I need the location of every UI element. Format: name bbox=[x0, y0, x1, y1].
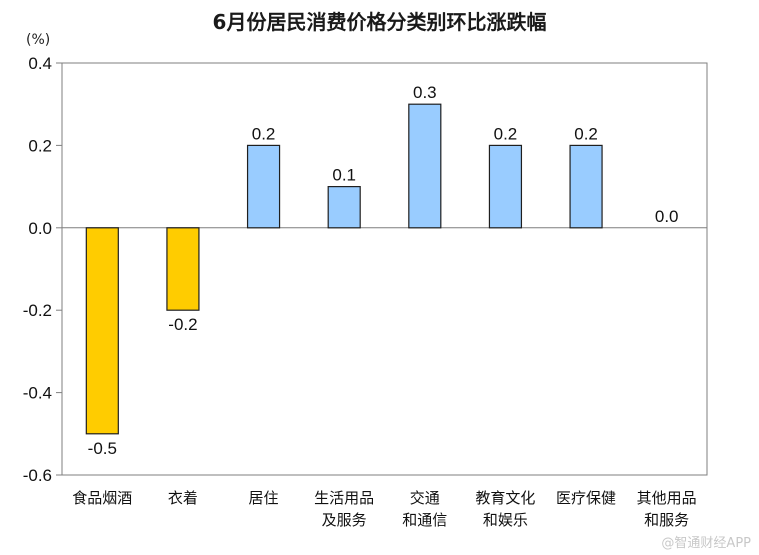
x-category-label: 和服务 bbox=[644, 511, 689, 529]
y-tick-label: -0.6 bbox=[23, 466, 52, 485]
data-label: 0.3 bbox=[413, 83, 437, 102]
bar bbox=[408, 103, 442, 229]
bar bbox=[166, 227, 200, 311]
watermark: @智通财经APP bbox=[661, 536, 751, 551]
x-category-label: 其他用品 bbox=[637, 489, 697, 507]
data-label: 0.2 bbox=[252, 124, 276, 143]
x-category-label: 和娱乐 bbox=[483, 511, 528, 529]
x-category-label: 居住 bbox=[249, 489, 279, 507]
y-tick-label: -0.2 bbox=[23, 301, 52, 320]
y-unit-label: (%) bbox=[26, 32, 51, 48]
y-tick-label: -0.4 bbox=[23, 384, 52, 403]
x-category-label: 及服务 bbox=[322, 511, 367, 529]
x-category-label: 衣着 bbox=[168, 489, 198, 507]
data-label: -0.2 bbox=[168, 315, 197, 334]
x-category-label: 生活用品 bbox=[314, 489, 374, 507]
bar bbox=[569, 144, 603, 229]
data-label: 0.0 bbox=[655, 207, 679, 226]
x-category-label: 教育文化 bbox=[475, 489, 535, 507]
data-label: 0.2 bbox=[494, 124, 518, 143]
y-tick-label: 0.2 bbox=[28, 136, 52, 155]
bar bbox=[246, 144, 281, 229]
chart-title: 6月份居民消费价格分类别环比涨跌幅 bbox=[212, 10, 547, 34]
plot-area bbox=[61, 62, 708, 476]
x-category-label: 和通信 bbox=[402, 511, 447, 529]
data-label: 0.1 bbox=[332, 166, 356, 185]
x-category-label: 交通 bbox=[410, 489, 440, 507]
x-category-label: 医疗保健 bbox=[556, 489, 616, 507]
data-label: 0.2 bbox=[574, 124, 598, 143]
bar bbox=[488, 144, 523, 229]
y-tick-label: 0.4 bbox=[28, 54, 52, 73]
x-category-label: 食品烟酒 bbox=[72, 489, 132, 507]
y-tick-label: 0.0 bbox=[28, 219, 52, 238]
bar bbox=[85, 227, 119, 435]
data-label: -0.5 bbox=[88, 439, 117, 458]
bar bbox=[327, 186, 361, 229]
